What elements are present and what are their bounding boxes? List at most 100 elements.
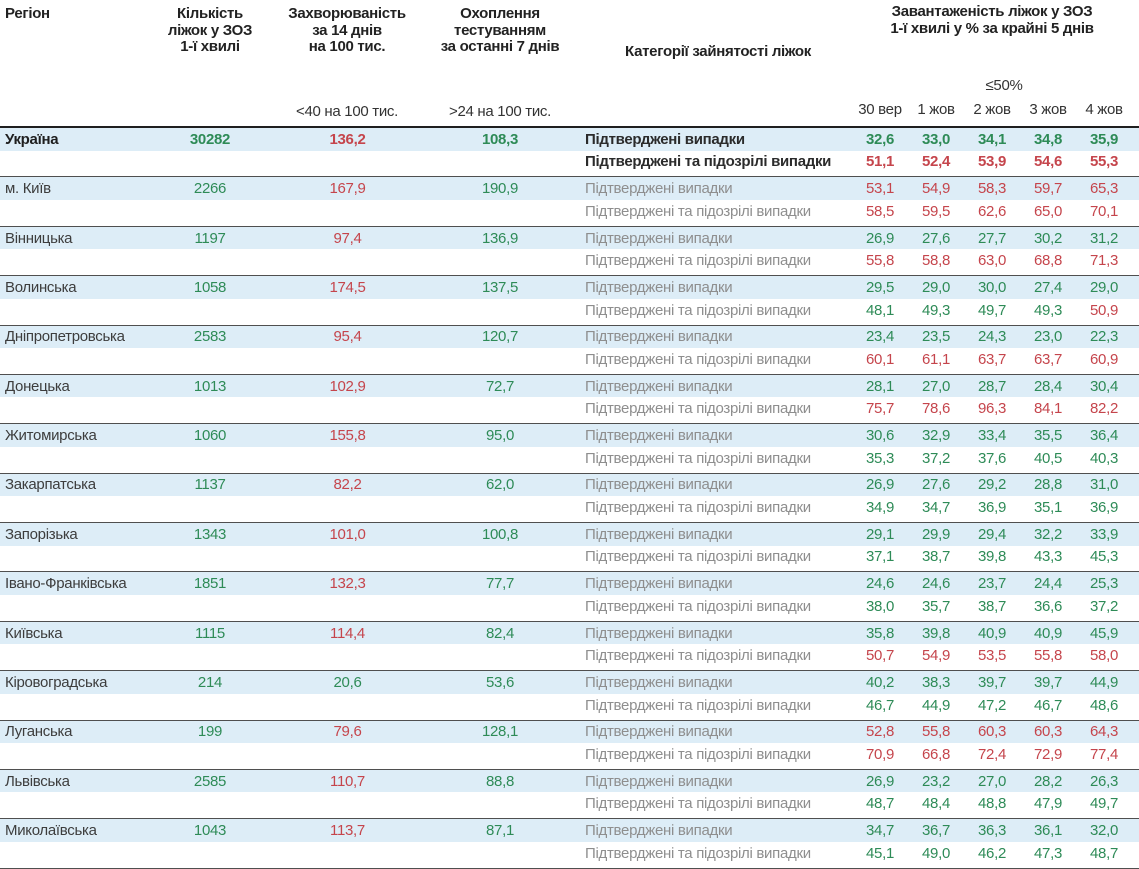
occupancy-value: 40,9 <box>978 624 1006 642</box>
occupancy-value: 59,7 <box>1034 180 1062 198</box>
occupancy-value: 44,9 <box>1090 673 1118 691</box>
region-block: Вінницька 1197 97,4 136,9 Підтверджені випад… <box>0 226 1139 277</box>
occupancy-value: 48,1 <box>866 301 894 319</box>
occupancy-value: 26,9 <box>866 229 894 247</box>
region-name: Дніпропетровська <box>5 328 125 346</box>
occupancy-value: 46,7 <box>1034 696 1062 714</box>
suspected-row: Підтверджені та підозрілі випадки 58,5 59,… <box>0 199 1139 223</box>
region-name: Донецька <box>5 377 70 395</box>
occupancy-value: 40,5 <box>1034 449 1062 467</box>
occupancy-value: 40,3 <box>1090 449 1118 467</box>
category-label-confirmed: Підтверджені випадки <box>585 180 733 198</box>
occupancy-value: 29,4 <box>978 525 1006 543</box>
category-label-suspected: Підтверджені та підозрілі випадки <box>585 252 811 270</box>
occupancy-value: 70,9 <box>866 745 894 763</box>
occupancy-value: 36,7 <box>922 822 950 840</box>
region-name: Миколаївська <box>5 822 97 840</box>
confirmed-row: Вінницька 1197 97,4 136,9 Підтверджені випад… <box>0 226 1139 250</box>
occupancy-value: 63,7 <box>1034 350 1062 368</box>
category-label-confirmed: Підтверджені випадки <box>585 229 733 247</box>
beds-value: 1043 <box>193 822 227 840</box>
occupancy-value: 45,9 <box>1090 624 1118 642</box>
occupancy-value: 38,7 <box>978 597 1006 615</box>
region-name: Кіровоградська <box>5 673 108 691</box>
occupancy-value: 27,4 <box>1034 278 1062 296</box>
incidence-value: 95,4 <box>333 328 362 346</box>
occupancy-value: 38,0 <box>866 597 894 615</box>
occupancy-value: 27,0 <box>922 377 950 395</box>
incidence-value: 97,4 <box>333 229 362 247</box>
occupancy-value: 46,2 <box>978 844 1006 862</box>
occupancy-value: 36,1 <box>1034 822 1062 840</box>
region-name: Запорізька <box>5 525 78 543</box>
occupancy-value: 55,8 <box>922 723 950 741</box>
beds-value: 1343 <box>193 525 227 543</box>
suspected-row: Підтверджені та підозрілі випадки 48,7 48,… <box>0 792 1139 816</box>
testing-value: 190,9 <box>481 180 519 198</box>
category-label-confirmed: Підтверджені випадки <box>585 377 733 395</box>
occupancy-value: 32,9 <box>922 427 950 445</box>
region-block: Закарпатська 1137 82,2 62,0 Підтверджені вип… <box>0 473 1139 523</box>
category-label-confirmed: Підтверджені випадки <box>585 476 733 494</box>
occupancy-value: 48,7 <box>1090 844 1118 862</box>
occupancy-value: 36,9 <box>1090 499 1118 517</box>
occupancy-value: 23,4 <box>866 328 894 346</box>
suspected-row: Підтверджені та підозрілі випадки 60,1 61,… <box>0 348 1139 371</box>
date-label: 2 жов <box>973 101 1011 118</box>
region-block: Дніпропетровська 2583 95,4 120,7 Підтверджен… <box>0 325 1139 375</box>
testing-value: 136,9 <box>481 229 519 247</box>
suspected-row: Підтверджені та підозрілі випадки 55,8 58,… <box>0 249 1139 272</box>
occupancy-value: 27,7 <box>978 229 1006 247</box>
occupancy-value: 31,2 <box>1090 229 1118 247</box>
category-label-suspected: Підтверджені та підозрілі випадки <box>585 745 811 763</box>
occupancy-value: 37,2 <box>1090 597 1118 615</box>
occupancy-value: 49,7 <box>978 301 1006 319</box>
confirmed-row: Київська 1115 114,4 82,4 Підтверджені випадк… <box>0 621 1139 645</box>
testing-value: 88,8 <box>486 772 514 790</box>
occupancy-threshold-label: ≤50% <box>985 77 1023 94</box>
beds-value: 1058 <box>193 278 227 296</box>
occupancy-value: 54,9 <box>922 647 950 665</box>
occupancy-value: 51,1 <box>866 153 894 171</box>
category-label-suspected: Підтверджені та підозрілі випадки <box>585 301 811 319</box>
occupancy-value: 39,8 <box>978 548 1006 566</box>
occupancy-value: 72,4 <box>978 745 1006 763</box>
occupancy-value: 48,4 <box>922 795 950 813</box>
occupancy-value: 26,9 <box>866 476 894 494</box>
occupancy-value: 58,5 <box>866 202 894 220</box>
region-block: Україна 30282 136,2 108,3 Підтверджені випад… <box>0 128 1139 178</box>
occupancy-value: 48,8 <box>978 795 1006 813</box>
occupancy-value: 34,7 <box>866 822 894 840</box>
occupancy-value: 47,3 <box>1034 844 1062 862</box>
category-label-suspected: Підтверджені та підозрілі випадки <box>585 350 811 368</box>
occupancy-value: 55,8 <box>866 252 894 270</box>
incidence-value: 101,0 <box>329 525 366 543</box>
occupancy-value: 63,0 <box>978 252 1006 270</box>
occupancy-value: 31,0 <box>1090 476 1118 494</box>
category-label-confirmed: Підтверджені випадки <box>585 723 733 741</box>
occupancy-value: 77,4 <box>1090 745 1118 763</box>
category-label-confirmed: Підтверджені випадки <box>585 575 733 593</box>
occupancy-value: 48,7 <box>866 795 894 813</box>
occupancy-value: 35,5 <box>1034 427 1062 445</box>
occupancy-value: 39,7 <box>1034 673 1062 691</box>
beds-value: 199 <box>197 723 223 741</box>
category-label-confirmed: Підтверджені випадки <box>585 772 733 790</box>
incidence-value: 113,7 <box>330 822 365 840</box>
occupancy-value: 49,7 <box>1090 795 1118 813</box>
occupancy-value: 37,1 <box>866 548 894 566</box>
category-label-confirmed: Підтверджені випадки <box>585 822 733 840</box>
occupancy-value: 30,4 <box>1090 377 1118 395</box>
suspected-row: Підтверджені та підозрілі випадки 37,1 38,… <box>0 545 1139 569</box>
occupancy-value: 59,5 <box>922 202 950 220</box>
incidence-value: 20,6 <box>333 673 362 691</box>
occupancy-value: 46,7 <box>866 696 894 714</box>
incidence-value: 155,8 <box>329 427 366 445</box>
occupancy-value: 32,0 <box>1090 822 1118 840</box>
incidence-value: 132,3 <box>329 575 366 593</box>
occupancy-value: 49,3 <box>1034 301 1062 319</box>
category-label-suspected: Підтверджені та підозрілі випадки <box>585 548 811 566</box>
occupancy-value: 47,2 <box>978 696 1006 714</box>
testing-value: 120,7 <box>481 328 519 346</box>
occupancy-value: 60,9 <box>1090 350 1118 368</box>
